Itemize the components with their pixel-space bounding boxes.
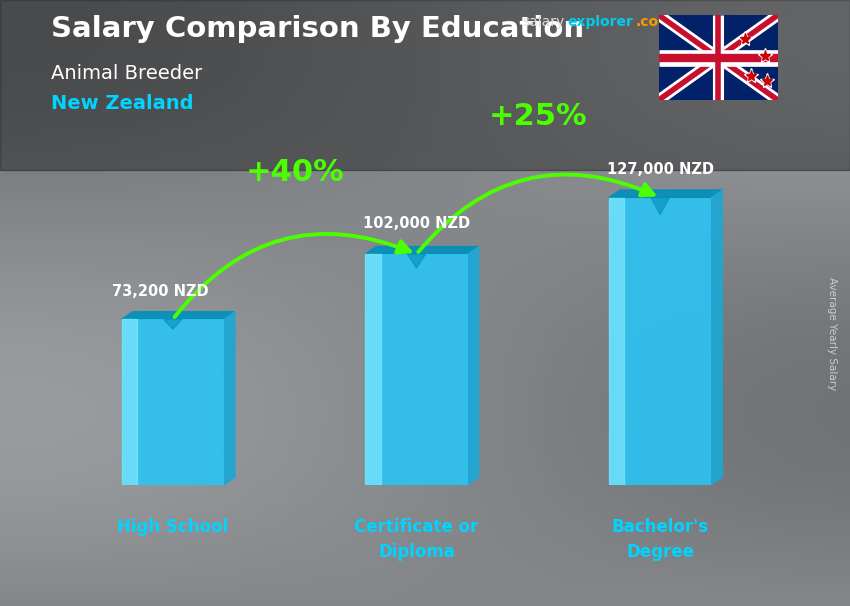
Text: High School: High School (117, 518, 229, 536)
FancyBboxPatch shape (609, 198, 711, 485)
Polygon shape (366, 247, 479, 254)
FancyBboxPatch shape (122, 319, 224, 485)
Polygon shape (163, 319, 182, 329)
Polygon shape (224, 311, 235, 485)
Text: Bachelor's
Degree: Bachelor's Degree (612, 518, 709, 561)
Text: explorer: explorer (568, 15, 634, 29)
Text: Animal Breeder: Animal Breeder (51, 64, 202, 82)
Text: salary: salary (523, 15, 565, 29)
Bar (609, 198, 625, 485)
Text: Salary Comparison By Education: Salary Comparison By Education (51, 15, 584, 43)
Polygon shape (407, 254, 426, 268)
Text: +40%: +40% (246, 158, 344, 187)
Bar (366, 254, 381, 485)
Polygon shape (651, 198, 670, 215)
Polygon shape (609, 190, 722, 198)
FancyBboxPatch shape (366, 254, 468, 485)
Bar (122, 319, 137, 485)
Text: 127,000 NZD: 127,000 NZD (607, 162, 714, 178)
Text: New Zealand: New Zealand (51, 94, 194, 113)
Polygon shape (711, 190, 722, 485)
Text: +25%: +25% (489, 102, 587, 131)
Text: Certificate or
Diploma: Certificate or Diploma (354, 518, 479, 561)
Text: 102,000 NZD: 102,000 NZD (363, 216, 470, 231)
Text: Average Yearly Salary: Average Yearly Salary (827, 277, 837, 390)
Text: 73,200 NZD: 73,200 NZD (112, 284, 209, 299)
Polygon shape (468, 247, 479, 485)
Polygon shape (122, 311, 235, 319)
Text: .com: .com (636, 15, 673, 29)
